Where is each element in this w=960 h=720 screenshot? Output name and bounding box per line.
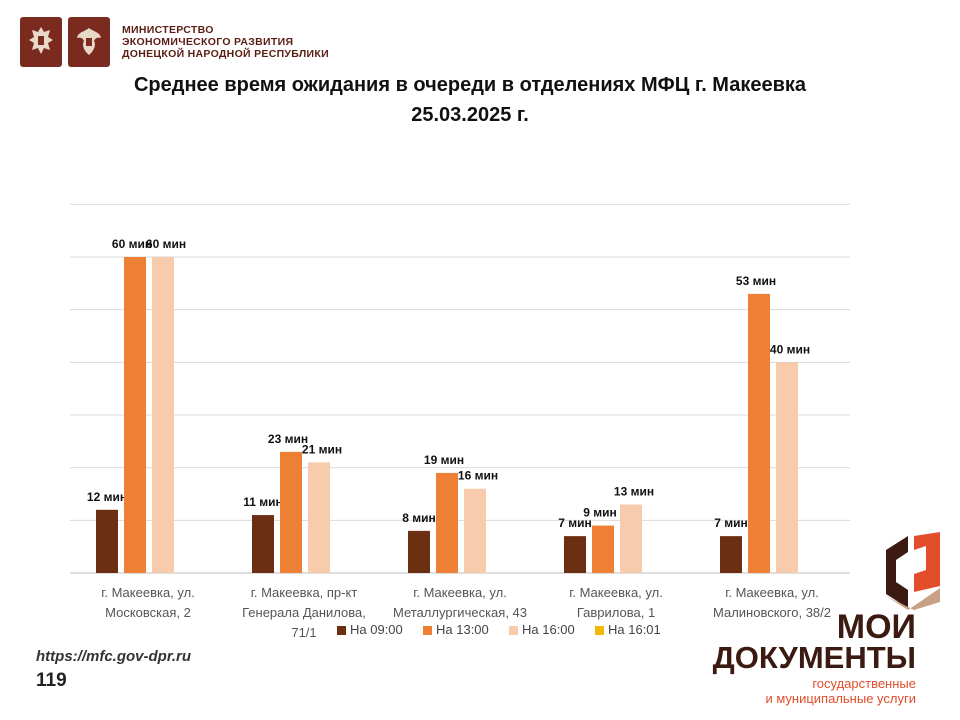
data-label: 7 мин — [558, 516, 592, 530]
bar-1-category-4 — [564, 536, 586, 573]
category-label: Генерала Данилова, — [242, 605, 366, 620]
bar-1-category-1 — [96, 509, 118, 573]
chart-title: Среднее время ожидания в очереди в отдел… — [40, 70, 900, 130]
russia-emblem-icon — [20, 17, 62, 67]
category-label: Металлургическая, 43 — [393, 605, 527, 620]
legend-swatch — [595, 626, 604, 635]
data-label: 7 мин — [714, 516, 748, 530]
data-label: 8 мин — [402, 511, 436, 525]
bar-3-category-2 — [308, 462, 330, 573]
category-label: Гаврилова, 1 — [577, 605, 655, 620]
legend-entry: На 09:00 — [350, 622, 403, 637]
category-label: г. Макеевка, ул. — [413, 585, 507, 600]
ministry-header: МИНИСТЕРСТВО ЭКОНОМИЧЕСКОГО РАЗВИТИЯ ДОН… — [20, 16, 329, 68]
data-label: 53 мин — [736, 274, 776, 288]
legend-swatch — [509, 626, 518, 635]
data-label: 60 мин — [146, 237, 186, 251]
bar-2-category-1 — [124, 257, 146, 573]
bar-2-category-4 — [592, 525, 614, 573]
brand-subtitle-1: государственные — [812, 676, 916, 691]
moi-dokumenty-logo-icon — [886, 532, 940, 610]
data-label: 23 мин — [268, 432, 308, 446]
data-label: 19 мин — [424, 453, 464, 467]
category-label: г. Макеевка, ул. — [101, 585, 195, 600]
bar-3-category-3 — [464, 488, 486, 573]
bar-2-category-5 — [748, 293, 770, 573]
category-label: г. Макеевка, пр-кт — [251, 585, 358, 600]
bar-1-category-3 — [408, 530, 430, 573]
footer-phone-number: 119 — [36, 670, 67, 691]
chart-title-line-2: 25.03.2025 г. — [411, 104, 529, 126]
category-label: Малиновского, 38/2 — [713, 605, 831, 620]
data-label: 9 мин — [583, 506, 617, 520]
brand-name-line-1: МОИ — [836, 608, 916, 646]
category-label: г. Макеевка, ул. — [725, 585, 819, 600]
data-label: 12 мин — [87, 490, 127, 504]
ministry-line-3: ДОНЕЦКОЙ НАРОДНОЙ РЕСПУБЛИКИ — [122, 48, 329, 60]
data-label: 11 мин — [243, 495, 283, 509]
chart-title-line-1: Среднее время ожидания в очереди в отдел… — [133, 74, 807, 96]
category-label: 71/1 — [291, 625, 316, 640]
bar-2-category-2 — [280, 451, 302, 573]
legend-swatch — [423, 626, 432, 635]
data-label: 13 мин — [614, 485, 654, 499]
brand-subtitle-2: и муниципальные услуги — [765, 691, 916, 706]
dpr-emblem-icon — [68, 17, 110, 67]
bar-3-category-4 — [620, 504, 642, 573]
bar-1-category-5 — [720, 536, 742, 573]
category-label: г. Макеевка, ул. — [569, 585, 663, 600]
legend-entry: На 16:00 — [522, 622, 575, 637]
legend-swatch — [337, 626, 346, 635]
bar-3-category-5 — [776, 362, 798, 573]
bar-1-category-2 — [252, 515, 274, 573]
data-label: 16 мин — [458, 469, 498, 483]
legend-entry: На 13:00 — [436, 622, 489, 637]
bar-3-category-1 — [152, 257, 174, 573]
data-label: 21 мин — [302, 442, 342, 456]
ministry-line-1: МИНИСТЕРСТВО — [122, 24, 214, 36]
brand-name-line-2: ДОКУМЕНТЫ — [712, 640, 916, 675]
bar-2-category-3 — [436, 472, 458, 573]
footer-url: https://mfc.gov-dpr.ru — [36, 648, 191, 665]
legend-entry: На 16:01 — [608, 622, 661, 637]
ministry-line-2: ЭКОНОМИЧЕСКОГО РАЗВИТИЯ — [122, 36, 294, 48]
category-label: Московская, 2 — [105, 605, 191, 620]
data-label: 40 мин — [770, 342, 810, 356]
ministry-name: МИНИСТЕРСТВО ЭКОНОМИЧЕСКОГО РАЗВИТИЯ ДОН… — [122, 24, 329, 60]
data-label: 60 мин — [112, 237, 152, 251]
